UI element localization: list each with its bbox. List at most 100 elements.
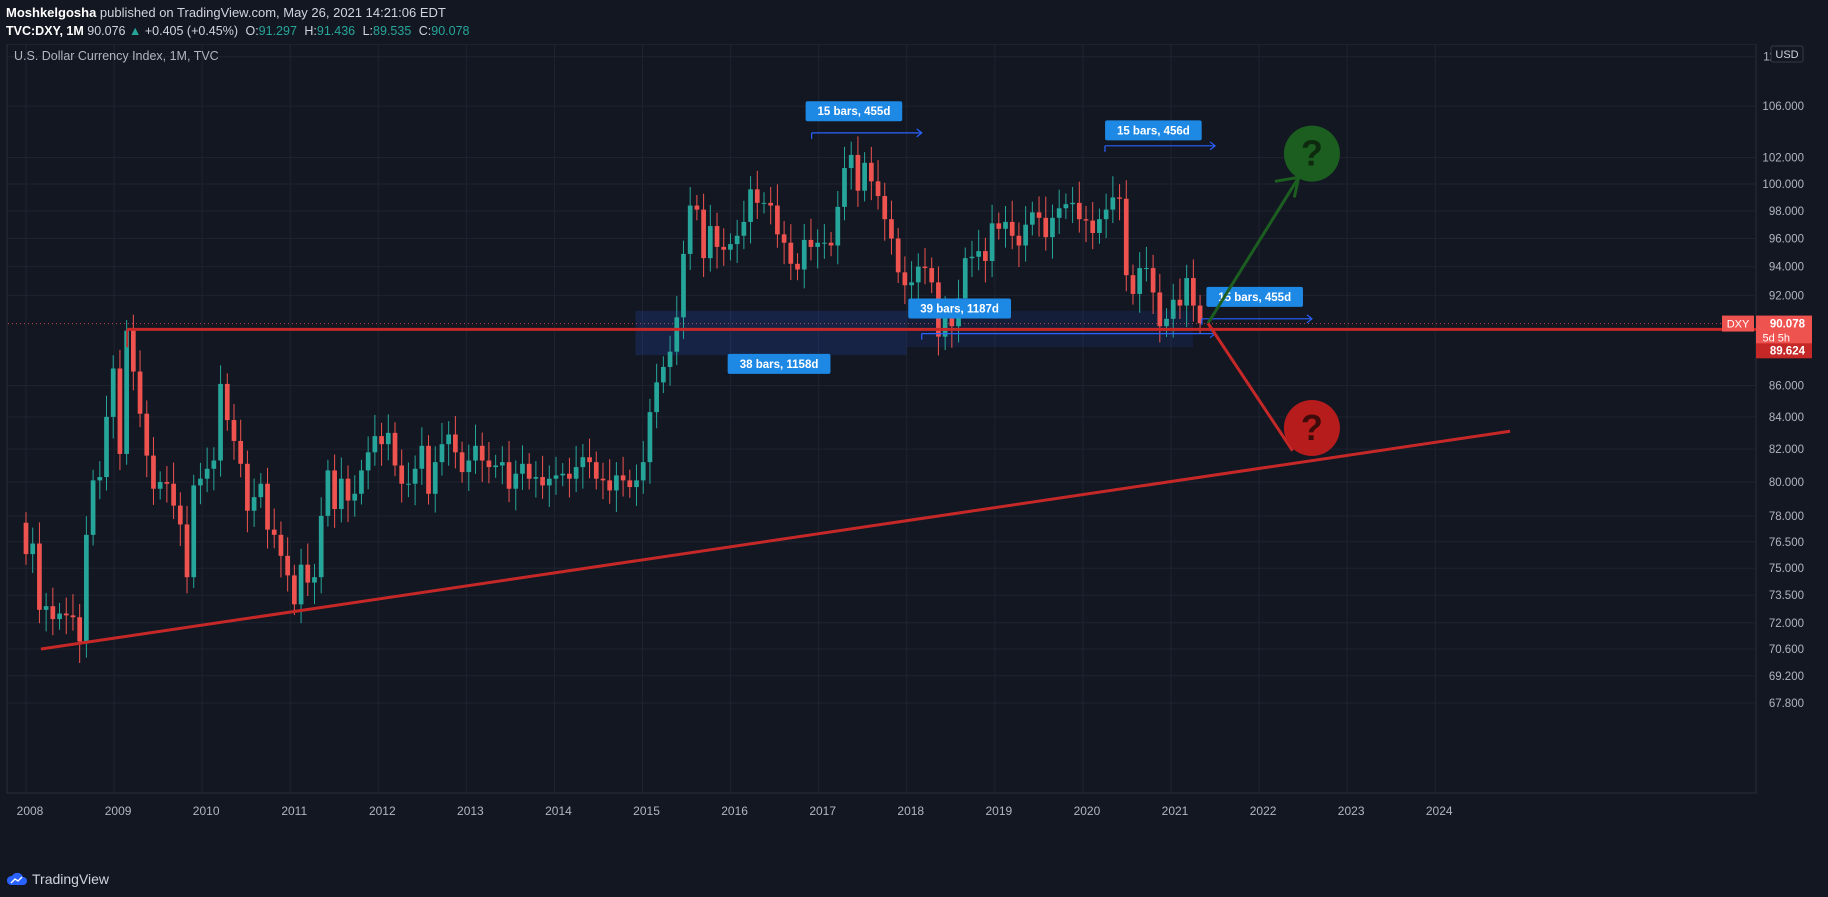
candle-body	[835, 206, 841, 246]
candle-body	[372, 436, 378, 453]
bullish-arrow	[1206, 176, 1300, 325]
candle-body	[412, 468, 418, 484]
candle-body	[1063, 204, 1069, 209]
candle-body	[768, 202, 774, 206]
candle-body	[1117, 197, 1122, 199]
candle-body	[801, 239, 807, 270]
candle-body	[271, 529, 277, 535]
candle-body	[661, 366, 666, 383]
candle-body	[1023, 224, 1028, 246]
candle-body	[63, 613, 69, 616]
candle-body	[332, 470, 337, 510]
candle-body	[681, 253, 686, 318]
symbol-badge-label: DXY	[1727, 319, 1750, 331]
candle-body	[607, 480, 613, 491]
candle-body	[426, 445, 431, 494]
candle-body	[278, 534, 284, 556]
y-tick-label: 96.000	[1769, 234, 1804, 246]
candle-body	[258, 483, 264, 498]
candle-body	[620, 475, 626, 481]
candle-body	[224, 383, 230, 421]
y-tick-label: 86.000	[1769, 380, 1804, 392]
candle-body	[204, 468, 210, 479]
low-label: L:	[362, 24, 374, 38]
candle-body	[741, 221, 747, 236]
measure-label: 15 bars, 455d	[1218, 292, 1291, 304]
candle-body	[406, 483, 411, 485]
candle-body	[996, 223, 1002, 229]
candle-body	[949, 317, 955, 327]
trendline	[40, 429, 1511, 651]
candle-body	[848, 154, 854, 169]
x-tick-label: 2014	[545, 804, 572, 818]
y-tick-label: 84.000	[1769, 412, 1804, 424]
candle-body	[1184, 278, 1189, 306]
candle-body	[446, 434, 452, 445]
measure-label: 38 bars, 1158d	[740, 359, 819, 371]
high-label: H:	[304, 24, 317, 38]
countdown-label: 5d 5h	[1762, 333, 1790, 345]
candle-body	[251, 497, 257, 511]
candle-body	[177, 505, 183, 525]
currency-badge	[1770, 45, 1804, 63]
candle-body	[828, 242, 834, 246]
candle-body	[614, 475, 619, 491]
candle-body	[419, 445, 425, 469]
measure-arrow-1-arrow-icon	[916, 128, 923, 138]
candle-body	[171, 483, 176, 506]
candle-body	[674, 317, 680, 352]
open-label: O:	[245, 24, 259, 38]
support-price-badge	[1756, 343, 1812, 359]
candle-body	[453, 434, 458, 453]
candle-body	[486, 460, 492, 468]
candle-body	[781, 234, 787, 243]
symbol-label: TVC:DXY, 1M	[6, 24, 84, 38]
candle-body	[734, 235, 740, 245]
candle-body	[707, 226, 713, 259]
candle-body	[238, 440, 244, 464]
last-price-label: 90.078	[1770, 319, 1806, 331]
candle-body	[305, 564, 311, 583]
candle-body	[312, 577, 317, 583]
tradingview-brand: TradingView	[32, 871, 110, 887]
green-question-circle	[1283, 125, 1340, 182]
candle-body	[104, 416, 109, 478]
price-chart[interactable]: 67.800 69.200 70.600 72.000 73.500 75.000 76.5…	[0, 43, 1828, 862]
measure-label: 15 bars, 456d	[1117, 125, 1190, 137]
high-value: 91.436	[316, 24, 356, 38]
candle-body	[540, 477, 545, 486]
symbol-badge	[1722, 315, 1754, 332]
candle-body	[513, 473, 519, 489]
candle-body	[1191, 278, 1196, 306]
candle-body	[359, 470, 364, 494]
publish-info: published on TradingView.com, May 26, 20…	[99, 5, 446, 20]
candle-body	[265, 483, 270, 530]
candle-body	[298, 564, 304, 605]
candle-body	[909, 282, 914, 286]
red-question-circle	[1283, 400, 1340, 457]
candle-body	[499, 462, 505, 466]
candle-body	[191, 485, 197, 578]
candle-body	[379, 436, 384, 445]
measure-label-box	[1105, 120, 1202, 141]
x-tick-label: 2023	[1338, 804, 1365, 818]
candle-body	[929, 268, 935, 283]
candle-body	[151, 455, 156, 489]
red-question-icon: ?	[1301, 407, 1323, 448]
tradingview-logo[interactable]: TradingView	[6, 871, 109, 887]
candle-body	[218, 383, 223, 461]
candle-body	[1036, 212, 1042, 218]
y-tick-label: 78.000	[1769, 511, 1804, 523]
candle-body	[546, 478, 552, 486]
candle-body	[84, 534, 89, 642]
candle-body	[399, 465, 405, 484]
candle-body	[459, 452, 465, 473]
candle-body	[687, 205, 693, 254]
candle-body	[1083, 219, 1089, 221]
chart-area[interactable]: 67.800 69.200 70.600 72.000 73.500 75.000 76.5…	[0, 43, 1828, 862]
candle-body	[1137, 268, 1143, 294]
author-name[interactable]: Moshkelgosha	[6, 5, 97, 20]
candle-body	[77, 617, 83, 642]
candle-body	[164, 482, 170, 484]
candle-body	[567, 473, 572, 479]
